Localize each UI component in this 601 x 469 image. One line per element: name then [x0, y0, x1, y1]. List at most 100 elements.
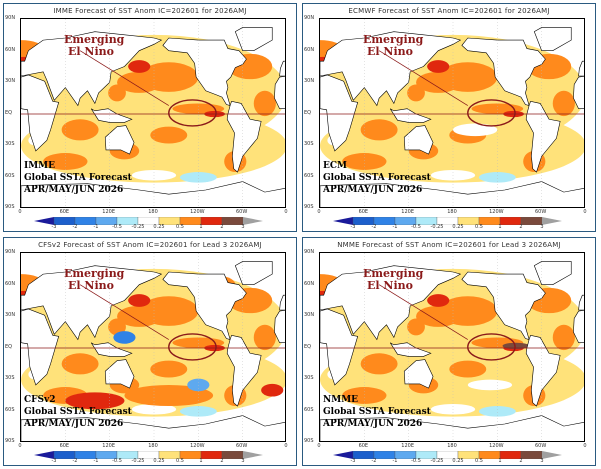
colorbar-label: 2 [519, 224, 523, 230]
anomaly-patch [453, 123, 498, 137]
land-europe-west [578, 294, 584, 311]
land-africa [320, 74, 359, 152]
annotation-line1: Emerging [64, 33, 125, 46]
lon-label: 0 [317, 209, 321, 215]
colorbar-label: -0.5 [411, 224, 421, 230]
colorbar-label: -0.25 [131, 458, 145, 464]
land-west-africa [274, 309, 285, 344]
lat-label: 90N [5, 249, 16, 255]
colorbar-bin [520, 217, 543, 225]
el-nino-annotation: Emerging El Nino [64, 268, 124, 292]
colorbar-label: -2 [371, 224, 377, 230]
colorbar-high-arrow [542, 217, 562, 225]
colorbar-bin [499, 451, 522, 459]
lat-label: 60S [304, 406, 314, 413]
model-name: CFSv2 [24, 395, 56, 405]
colorbar-high-arrow [542, 451, 562, 459]
lon-label: 0 [284, 209, 288, 215]
panel-title: NMME Forecast of SST Anom IC=202601 for … [337, 241, 561, 249]
model-label: IMME Global SSTA Forecast APR/MAY/JUN 2026 [24, 160, 132, 196]
colorbar-label: -0.5 [112, 224, 122, 230]
lat-label: 60N [5, 46, 16, 53]
lat-label: 60S [5, 406, 15, 413]
colorbar-bin [221, 217, 244, 225]
land-greenland [234, 261, 273, 285]
land-indonesia [389, 342, 432, 357]
colorbar-bin [499, 217, 522, 225]
annotation-line2: El Nino [68, 279, 114, 292]
lat-label: 30S [304, 141, 314, 147]
colorbar-label: 0.25 [452, 458, 464, 464]
lat-label: 90S [5, 438, 15, 444]
colorbar-label: 0.5 [176, 458, 184, 464]
panel-title: CFSv2 Forecast of SST Anom IC=202601 for… [38, 241, 262, 249]
land-eurasia [320, 31, 462, 107]
forecast-season: APR/MAY/JUN 2026 [24, 419, 124, 429]
anomaly-patch [61, 119, 99, 141]
colorbar-label: 3 [241, 224, 245, 230]
colorbar [34, 451, 263, 459]
land-australia [104, 359, 135, 389]
anomaly-patch [108, 84, 126, 102]
annotation-line2: El Nino [367, 45, 413, 58]
colorbar-label: 0.25 [153, 458, 165, 464]
land-west-africa [573, 309, 584, 344]
anomaly-patch [407, 318, 425, 336]
lat-label: 90N [5, 15, 16, 21]
anomaly-patch [552, 90, 575, 117]
lon-label: 60W [535, 443, 547, 449]
model-name: NMME [323, 395, 359, 405]
land-australia [403, 359, 434, 389]
anomaly-patch [108, 318, 126, 336]
land-west-africa [573, 75, 584, 110]
land-greenland [533, 27, 572, 51]
anomaly-patch [117, 71, 162, 93]
colorbar-label: 2 [519, 458, 523, 464]
land-antarctica [320, 181, 584, 207]
panel-title: IMME Forecast of SST Anom IC=202601 for … [53, 7, 247, 15]
land-europe-west [279, 60, 285, 77]
land-eurasia [21, 265, 163, 341]
colorbar-bin [221, 451, 244, 459]
colorbar-label: 1 [199, 458, 203, 464]
lon-label: 120W [489, 209, 504, 215]
el-nino-annotation: Emerging El Nino [64, 34, 124, 58]
forecast-season: APR/MAY/JUN 2026 [323, 419, 423, 429]
lat-label: 30N [304, 312, 315, 318]
land-greenland [533, 261, 572, 285]
lat-label: 30N [5, 312, 16, 318]
colorbar-label: 3 [241, 458, 245, 464]
anomaly-patch [427, 60, 450, 73]
lon-label: 180 [148, 443, 158, 449]
land-africa [21, 308, 60, 386]
lon-label: 120W [190, 443, 205, 449]
lon-label: 60E [358, 443, 369, 449]
lon-label: 120E [102, 209, 116, 215]
colorbar-bin [200, 217, 223, 225]
lat-label: EQ [304, 109, 312, 116]
anomaly-patch [150, 126, 188, 144]
lon-label: 60E [59, 443, 70, 449]
anomaly-patch [65, 392, 125, 410]
land-indonesia [90, 342, 133, 357]
nino-region-ellipse [168, 333, 217, 361]
lon-label: 0 [18, 209, 22, 215]
annotation-line1: Emerging [64, 267, 125, 280]
colorbar-label: -0.25 [430, 224, 444, 230]
colorbar-label: -3 [350, 224, 356, 230]
anomaly-patch [552, 324, 575, 351]
lat-label: 30N [304, 78, 315, 84]
lon-label: 60W [535, 209, 547, 215]
model-name: IMME [24, 161, 55, 171]
lon-label: 120E [401, 209, 415, 215]
lon-label: 0 [583, 443, 587, 449]
colorbar-label: -1 [93, 458, 99, 464]
land-north-america [162, 37, 247, 106]
anomaly-patch [150, 360, 188, 378]
anomaly-patch [61, 353, 99, 375]
colorbar-low-arrow [333, 451, 353, 459]
colorbar-label: 0.5 [475, 224, 483, 230]
lon-label: 120W [489, 443, 504, 449]
land-north-america [162, 271, 247, 340]
annotation-pointer [79, 284, 169, 340]
